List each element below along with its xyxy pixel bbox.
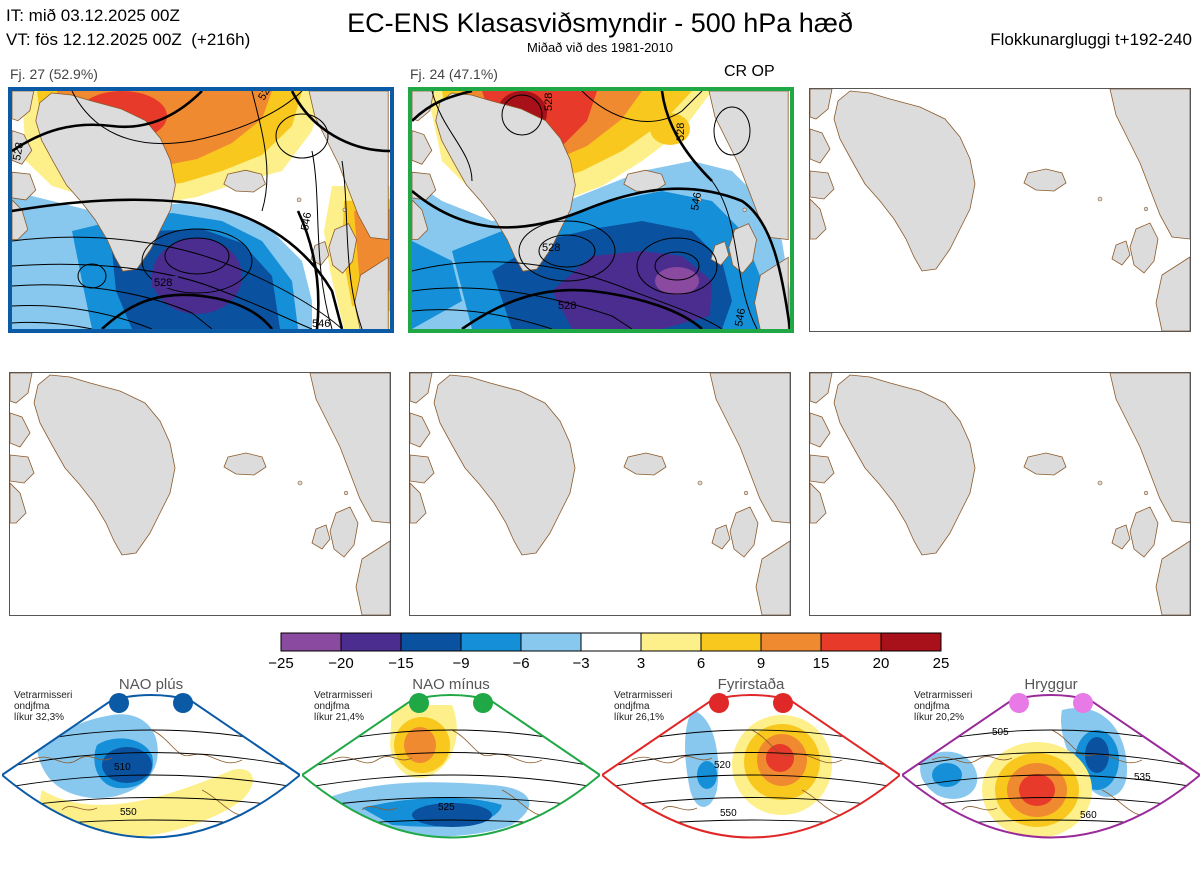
regime-map: 525 545 (300, 690, 602, 870)
colorbar-cell (580, 632, 642, 652)
colorbar-tick-label: −20 (328, 655, 354, 672)
cluster-1-map: 528 528 528 546 546 (8, 87, 394, 333)
cluster-1-contour-label: 528 (12, 141, 26, 161)
colorbar-cell (340, 632, 402, 652)
regime-title: NAO plús (118, 676, 184, 693)
cluster-2-contour-label: 528 (542, 242, 560, 254)
regime-marker-dot (109, 693, 129, 713)
regime-contour-label: 525 (438, 802, 455, 813)
colorbar-cell (880, 632, 942, 652)
regime-probability-info: Vetrarmisseri ondjfma líkur 32,3% (14, 690, 73, 723)
colorbar-cell (400, 632, 462, 652)
cluster-2-contour-label: 528 (543, 93, 555, 111)
colorbar-tick-label: 25 (932, 655, 950, 672)
colorbar-tick-label: −6 (512, 655, 530, 672)
regime-contour-label: 535 (1134, 772, 1151, 783)
regime-map: 520 550 560 (600, 690, 902, 870)
empty-cluster-map (9, 372, 391, 616)
page-subtitle: Miðað við des 1981-2010 (527, 40, 673, 55)
colorbar-tick-label: 6 (696, 655, 706, 672)
cluster-1-contour-label: 528 (256, 91, 276, 103)
operational-run-tag: CR OP (724, 63, 775, 80)
cluster-1-label: Fj. 27 (52.9%) (10, 66, 98, 82)
regime-marker-dot (1009, 693, 1029, 713)
regime-contour-label: 510 (114, 762, 131, 773)
regime-title: Fyrirstaða (717, 676, 785, 693)
colorbar-tick-label: −15 (388, 655, 414, 672)
regime-marker-dot (709, 693, 729, 713)
colorbar-tick-label: 15 (812, 655, 830, 672)
cluster-1-contour-label: 546 (299, 211, 314, 231)
colorbar-cell (640, 632, 702, 652)
regime-contour-label: 550 (120, 807, 137, 818)
colorbar-cell (820, 632, 882, 652)
classification-window: Flokkunargluggi t+192-240 (990, 30, 1192, 49)
regime-contour-label: 550 (720, 808, 737, 819)
regime-contour-label: 505 (992, 727, 1009, 738)
regime-marker-dot (409, 693, 429, 713)
colorbar-tick-label: 20 (872, 655, 890, 672)
colorbar-tick-label: 3 (636, 655, 646, 672)
regime-map: 510 550 (0, 690, 302, 870)
cluster-2-label: Fj. 24 (47.1%) (410, 66, 498, 82)
cluster-1-contour-label: 528 (154, 277, 172, 289)
run-info: IT: mið 03.12.2025 00Z VT: fös 12.12.2025… (6, 4, 250, 52)
cluster-2-map: 528 528 528 528 546 546 (408, 87, 794, 333)
cluster-2-contour-label: 528 (675, 123, 687, 141)
regime-title: NAO mínus (412, 676, 490, 693)
colorbar-cell (460, 632, 522, 652)
colorbar-cell (760, 632, 822, 652)
regime-marker-dot (473, 693, 493, 713)
empty-cluster-map (809, 372, 1191, 616)
colorbar-tick-label: 9 (756, 655, 766, 672)
regime-contour-label: 560 (720, 840, 737, 851)
regime-map: 505 535 560 (900, 690, 1200, 870)
cluster-2-contour-label: 546 (689, 191, 704, 211)
regime-probability-info: Vetrarmisseri ondjfma líkur 21,4% (314, 690, 373, 723)
regime-probability-info: Vetrarmisseri ondjfma líkur 26,1% (614, 690, 673, 723)
regime-marker-dot (1073, 693, 1093, 713)
anomaly-colorbar (280, 632, 942, 652)
regime-title: Hryggur (1024, 676, 1078, 693)
page-title: EC-ENS Klasasviðsmyndir - 500 hPa hæð (347, 8, 853, 38)
colorbar-tick-label: −9 (452, 655, 470, 672)
colorbar-cell (280, 632, 342, 652)
colorbar-cell (700, 632, 762, 652)
colorbar-tick-label: −3 (572, 655, 590, 672)
colorbar-tick-label: −25 (268, 655, 294, 672)
cluster-1-contour-label: 546 (312, 318, 330, 329)
regime-probability-info: Vetrarmisseri ondjfma líkur 20,2% (914, 690, 973, 723)
regime-contour-label: 545 (452, 842, 469, 853)
empty-cluster-map (409, 372, 791, 616)
regime-marker-dot (773, 693, 793, 713)
regime-marker-dot (173, 693, 193, 713)
cluster-2-contour-label: 528 (558, 300, 576, 312)
colorbar-cell (520, 632, 582, 652)
valid-time: VT: fös 12.12.2025 00Z (+216h) (6, 30, 251, 49)
init-time: IT: mið 03.12.2025 00Z (6, 6, 180, 25)
regime-contour-label: 560 (1080, 810, 1097, 821)
regime-contour-label: 520 (714, 760, 731, 771)
cluster-2-contour-label: 546 (733, 307, 748, 327)
empty-cluster-map (809, 88, 1191, 332)
